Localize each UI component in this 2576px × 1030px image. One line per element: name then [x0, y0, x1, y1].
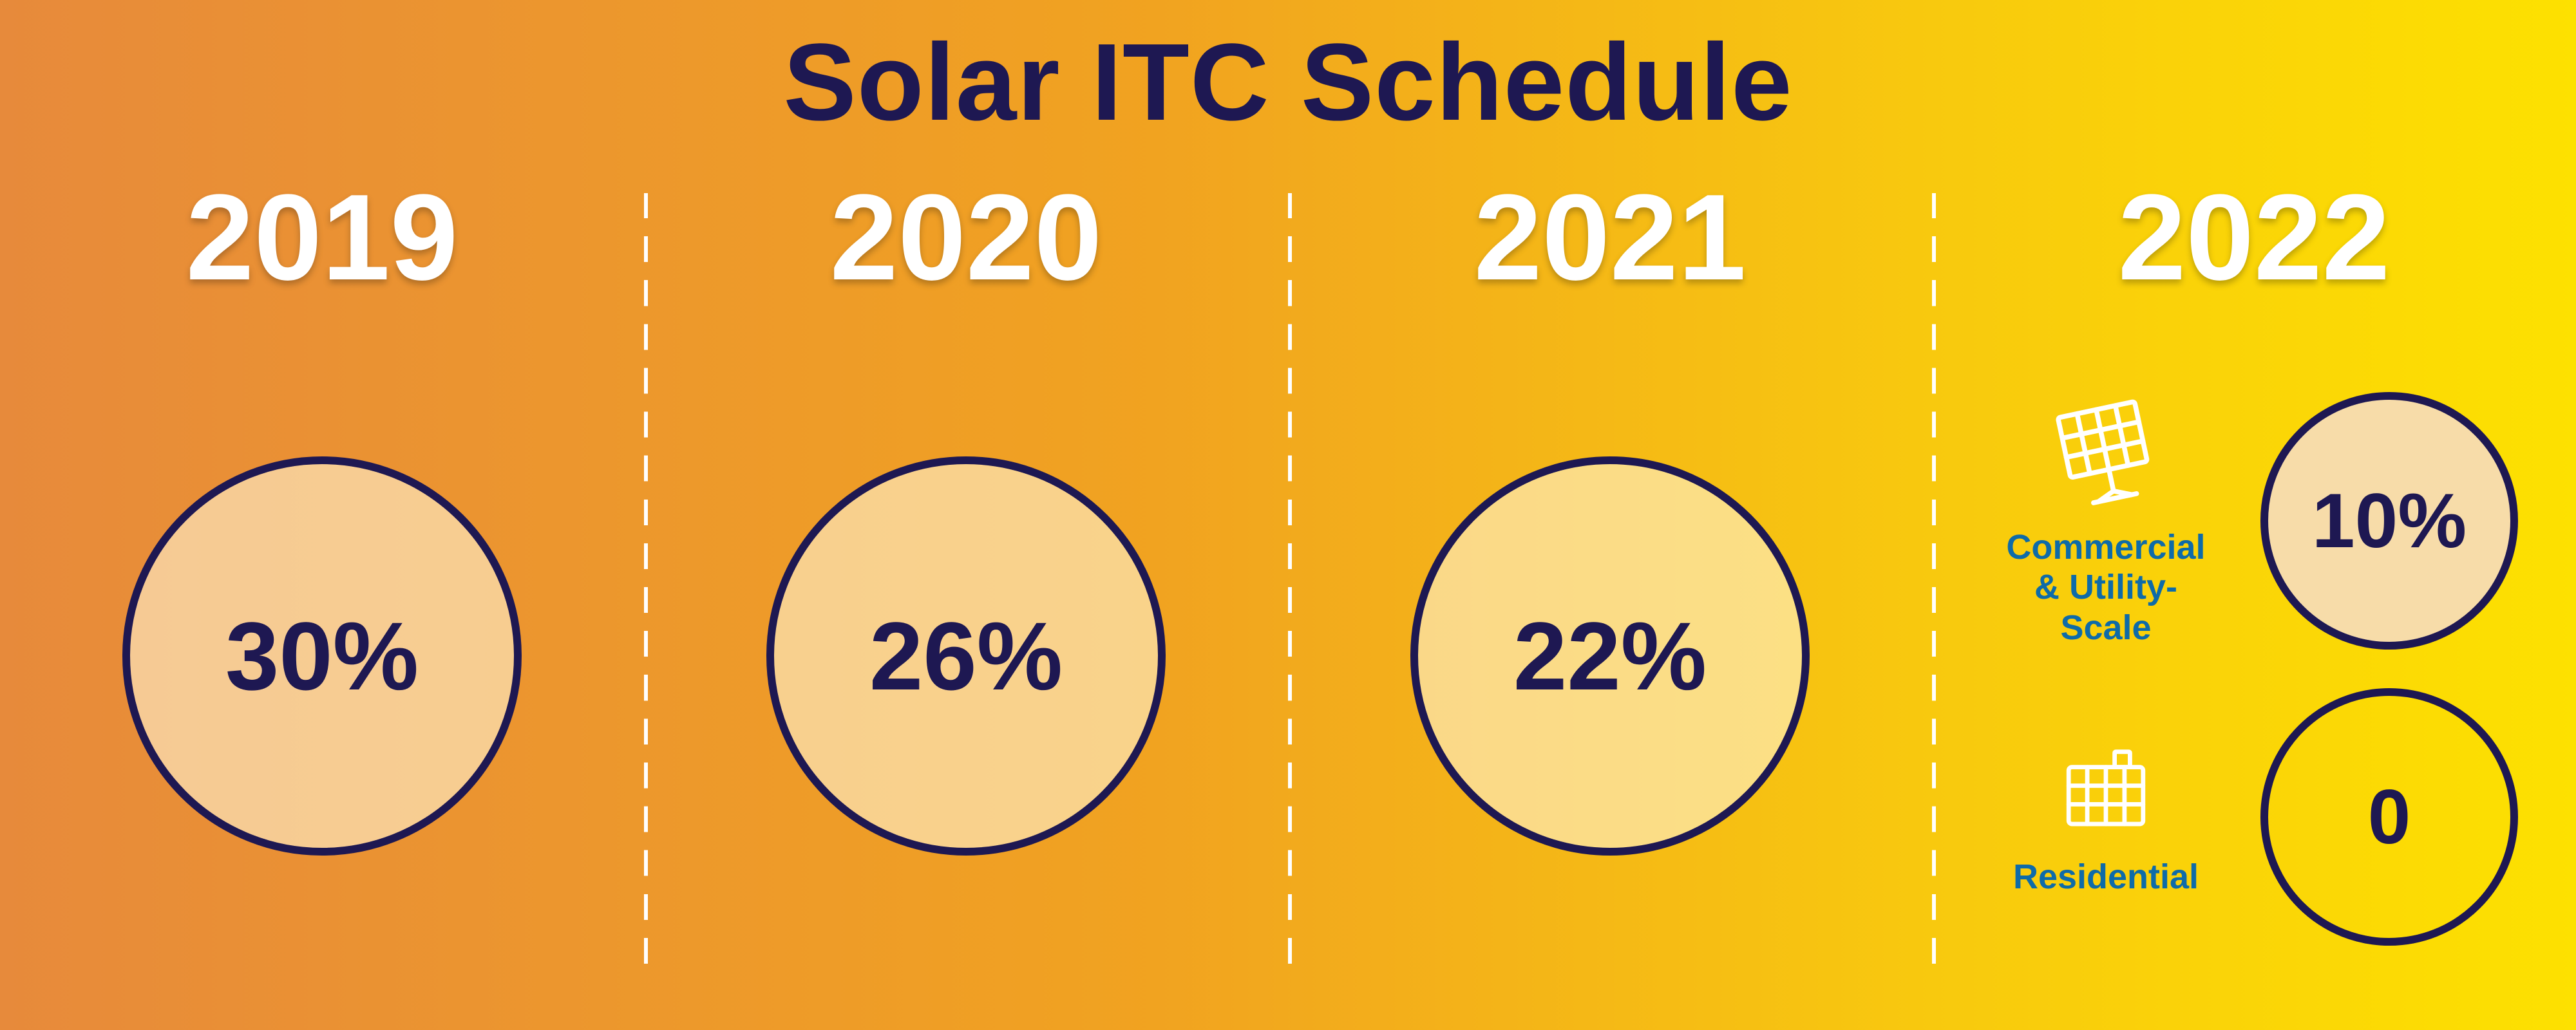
value-wrap: 26%	[644, 308, 1288, 1004]
split-label: Residential	[1990, 736, 2222, 897]
year-label: 2022	[2118, 167, 2391, 308]
split-rows: Commercial & Utility-Scale 10%	[1932, 308, 2576, 1004]
value-circle: 0	[2260, 688, 2518, 946]
year-label: 2021	[1474, 167, 1747, 308]
year-column: 2019 30%	[0, 167, 644, 1004]
value-wrap: 30%	[0, 308, 644, 1004]
value-text: 10%	[2312, 476, 2467, 565]
split-row-commercial: Commercial & Utility-Scale 10%	[1932, 392, 2576, 650]
year-label: 2019	[186, 167, 459, 308]
value-circle: 22%	[1410, 456, 1810, 856]
value-circle: 10%	[2260, 392, 2518, 650]
value-circle: 26%	[766, 456, 1166, 856]
year-label: 2020	[830, 167, 1103, 308]
infographic-canvas: Solar ITC Schedule 2019 30% 2020 26% 202…	[0, 0, 2576, 1030]
value-text: 26%	[869, 601, 1063, 712]
value-text: 22%	[1513, 601, 1707, 712]
year-column: 2022	[1932, 167, 2576, 1004]
value-wrap: 22%	[1288, 308, 1932, 1004]
year-column: 2021 22%	[1288, 167, 1932, 1004]
split-row-residential: Residential 0	[1932, 688, 2576, 946]
split-label-text: Commercial & Utility-Scale	[1990, 527, 2222, 647]
split-label: Commercial & Utility-Scale	[1990, 394, 2222, 647]
year-column: 2020 26%	[644, 167, 1288, 1004]
value-text: 30%	[225, 601, 419, 712]
value-text: 0	[2368, 772, 2411, 861]
solar-panel-commercial-icon	[2045, 394, 2167, 520]
split-label-text: Residential	[2013, 857, 2199, 897]
value-circle: 30%	[122, 456, 522, 856]
solar-panel-residential-icon	[2045, 736, 2167, 849]
page-title: Solar ITC Schedule	[0, 19, 2576, 145]
